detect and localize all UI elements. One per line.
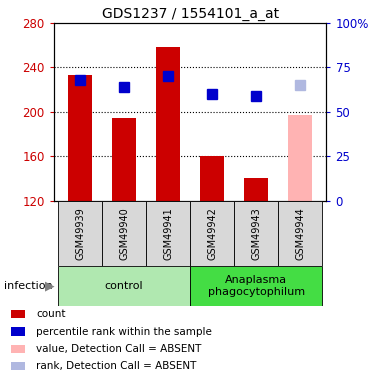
Bar: [11, 310, 25, 318]
Bar: [68, 75, 92, 201]
Text: GSM49942: GSM49942: [207, 207, 217, 260]
Bar: [244, 178, 268, 201]
Bar: [58, 201, 102, 266]
Bar: [102, 201, 146, 266]
Bar: [112, 118, 136, 201]
Text: GSM49941: GSM49941: [163, 207, 173, 260]
Text: Anaplasma
phagocytophilum: Anaplasma phagocytophilum: [207, 275, 305, 297]
Text: GSM49943: GSM49943: [251, 207, 261, 260]
Bar: [190, 201, 234, 266]
Text: GSM49944: GSM49944: [295, 207, 305, 260]
Text: rank, Detection Call = ABSENT: rank, Detection Call = ABSENT: [36, 362, 196, 371]
Text: value, Detection Call = ABSENT: value, Detection Call = ABSENT: [36, 344, 201, 354]
Text: GSM49939: GSM49939: [75, 207, 85, 260]
Text: percentile rank within the sample: percentile rank within the sample: [36, 327, 212, 337]
Bar: [11, 327, 25, 336]
Text: count: count: [36, 309, 65, 319]
Bar: [146, 201, 190, 266]
Bar: [190, 266, 322, 306]
Bar: [278, 201, 322, 266]
Bar: [156, 47, 180, 201]
Text: infection: infection: [4, 281, 52, 291]
Bar: [234, 201, 278, 266]
Text: GSM49940: GSM49940: [119, 207, 129, 260]
Text: control: control: [105, 281, 144, 291]
Bar: [11, 345, 25, 353]
Text: ▶: ▶: [45, 279, 54, 292]
Title: GDS1237 / 1554101_a_at: GDS1237 / 1554101_a_at: [102, 8, 279, 21]
Bar: [288, 115, 312, 201]
Bar: [11, 362, 25, 370]
Bar: [58, 266, 190, 306]
Bar: [200, 156, 224, 201]
